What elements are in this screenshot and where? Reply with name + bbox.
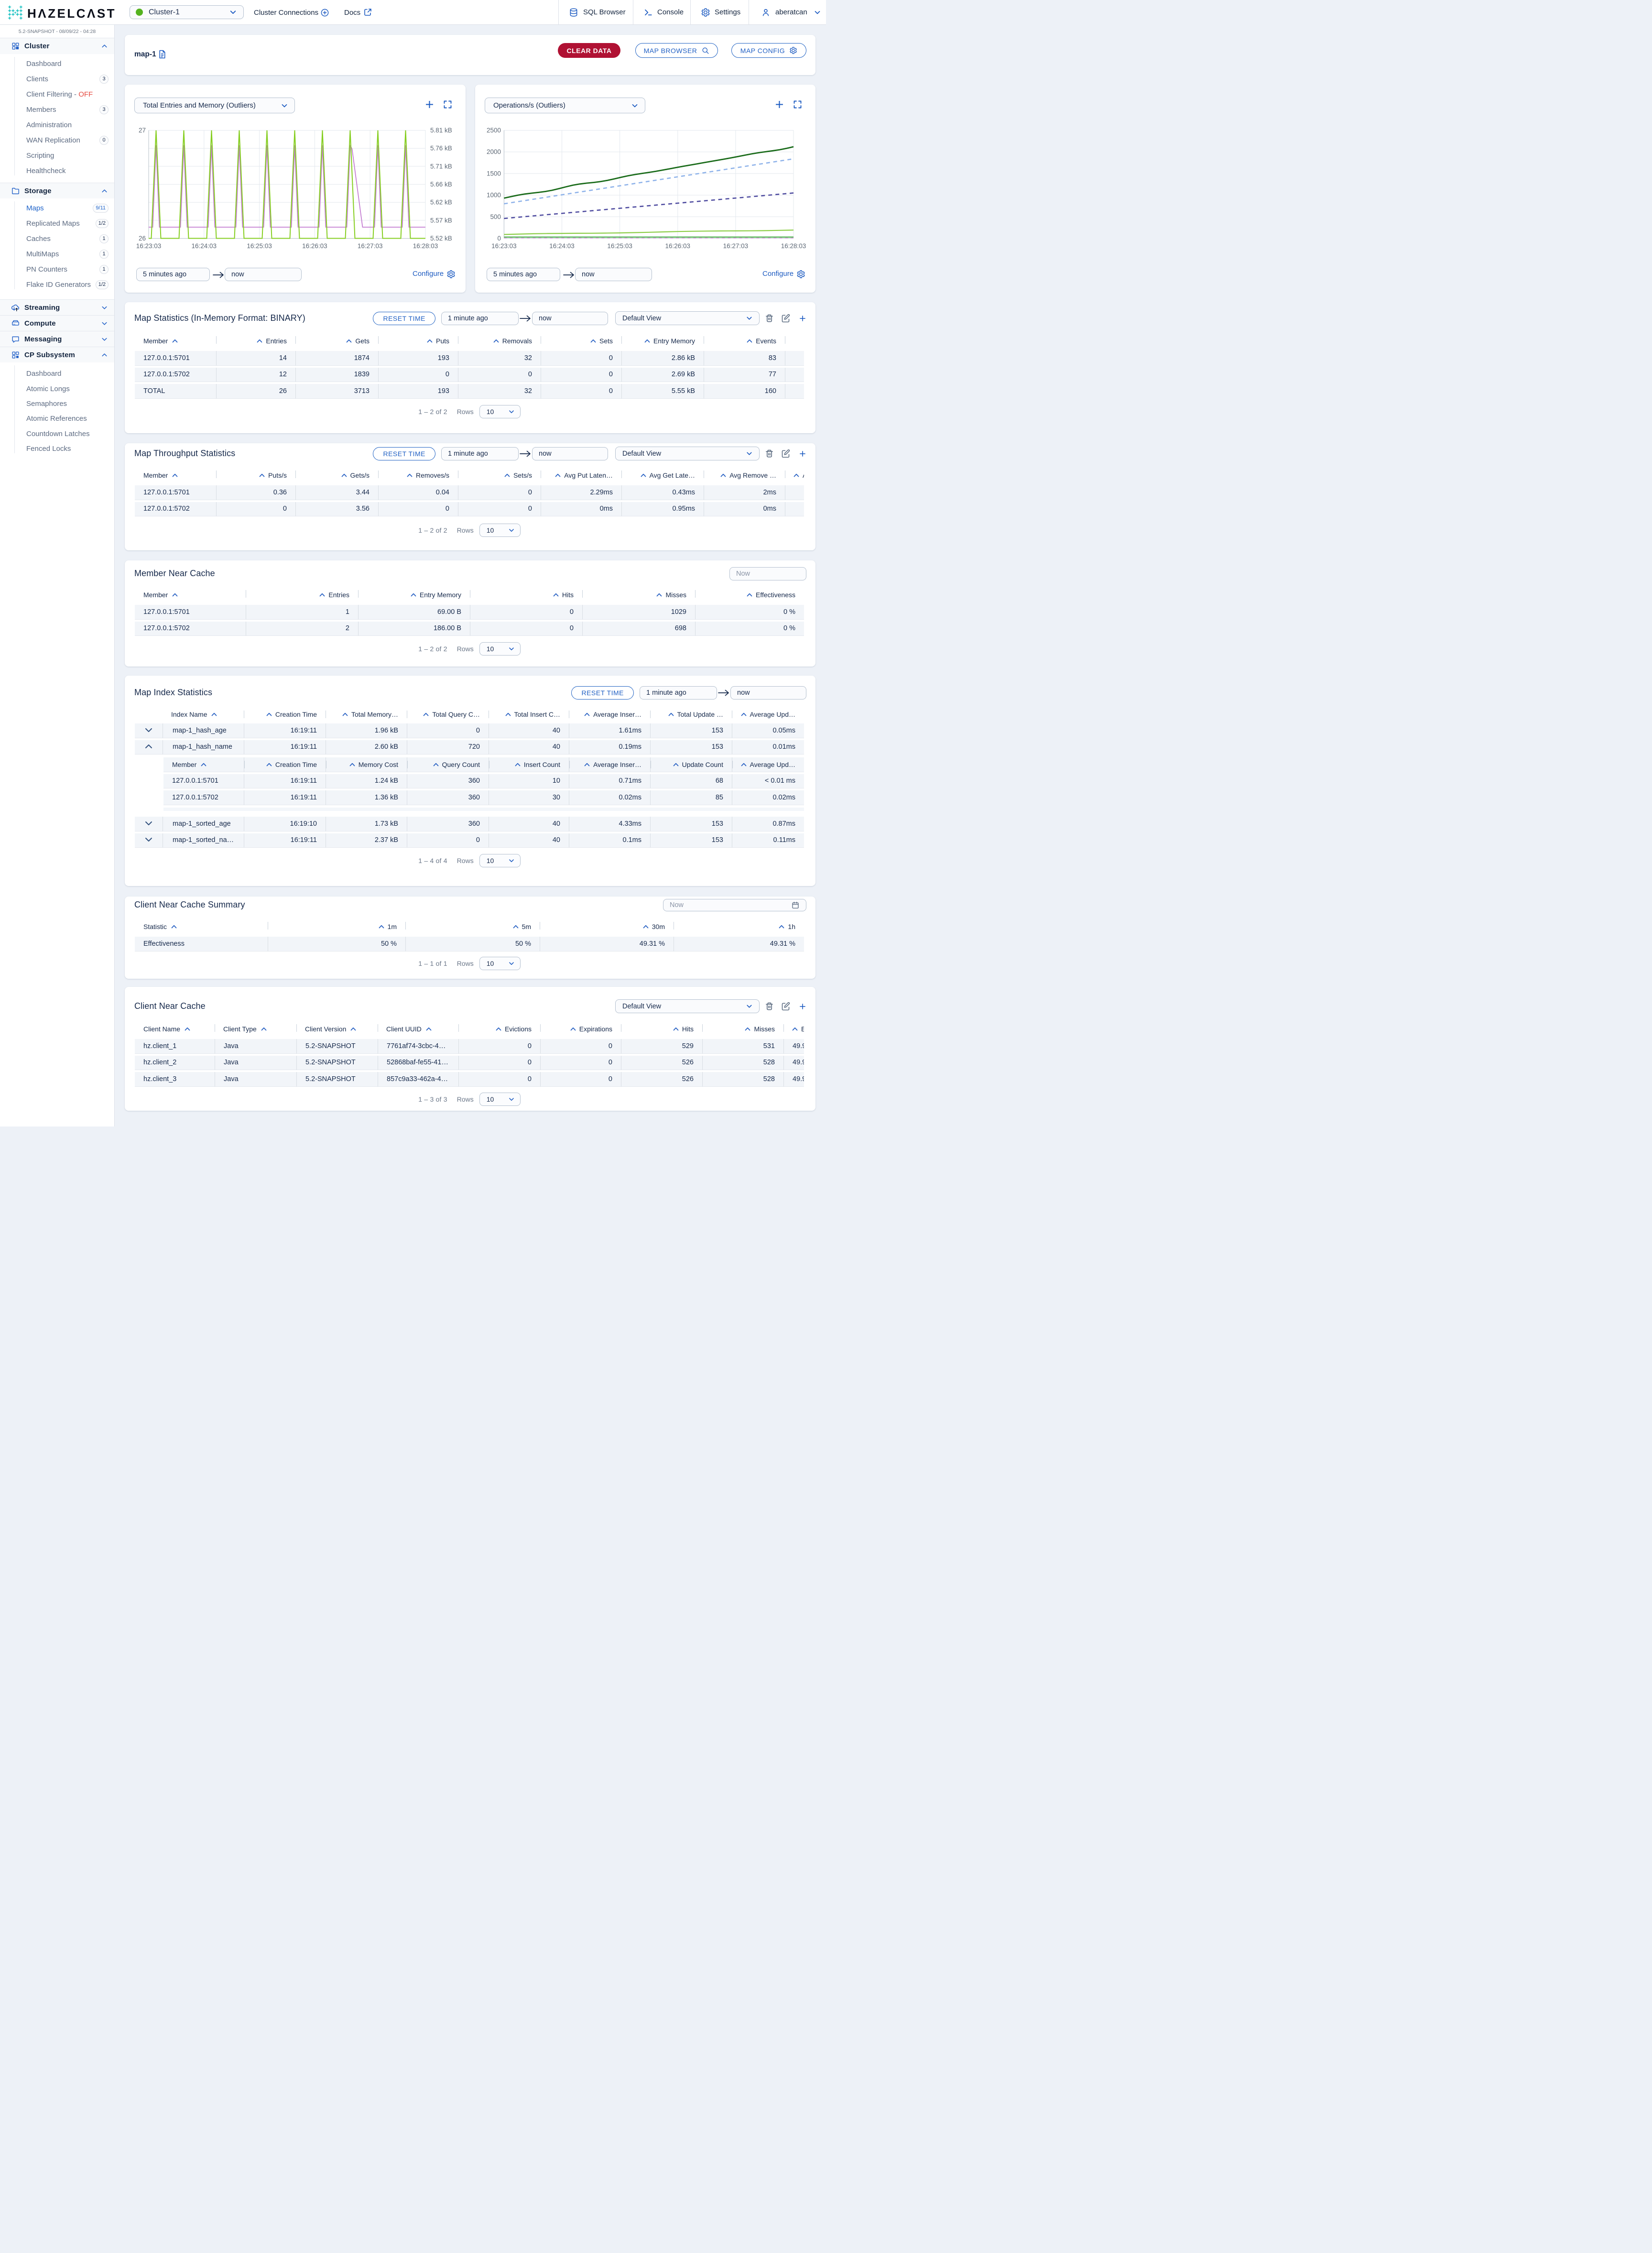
svg-text:16:27:03: 16:27:03 bbox=[723, 242, 749, 250]
svg-text:5.62 kB: 5.62 kB bbox=[430, 199, 452, 206]
svg-text:16:28:03: 16:28:03 bbox=[413, 242, 438, 250]
svg-text:16:23:03: 16:23:03 bbox=[136, 242, 162, 250]
svg-text:5.52 kB: 5.52 kB bbox=[430, 235, 452, 242]
svg-text:0: 0 bbox=[497, 235, 501, 242]
svg-text:5.66 kB: 5.66 kB bbox=[430, 181, 452, 188]
svg-text:27: 27 bbox=[139, 127, 146, 134]
svg-text:16:25:03: 16:25:03 bbox=[607, 242, 632, 250]
svg-text:5.71 kB: 5.71 kB bbox=[430, 163, 452, 170]
svg-text:2000: 2000 bbox=[487, 148, 501, 155]
svg-text:1500: 1500 bbox=[487, 170, 501, 177]
svg-text:5.57 kB: 5.57 kB bbox=[430, 217, 452, 224]
svg-text:2500: 2500 bbox=[487, 127, 501, 134]
svg-text:16:23:03: 16:23:03 bbox=[491, 242, 517, 250]
svg-text:1000: 1000 bbox=[487, 192, 501, 199]
svg-text:16:27:03: 16:27:03 bbox=[358, 242, 383, 250]
svg-text:16:26:03: 16:26:03 bbox=[302, 242, 327, 250]
svg-text:26: 26 bbox=[139, 235, 146, 242]
svg-text:16:28:03: 16:28:03 bbox=[781, 242, 806, 250]
svg-text:16:25:03: 16:25:03 bbox=[247, 242, 272, 250]
svg-text:16:26:03: 16:26:03 bbox=[665, 242, 691, 250]
svg-text:16:24:03: 16:24:03 bbox=[549, 242, 575, 250]
svg-text:5.81 kB: 5.81 kB bbox=[430, 127, 452, 134]
svg-text:500: 500 bbox=[490, 213, 501, 220]
svg-text:16:24:03: 16:24:03 bbox=[192, 242, 217, 250]
svg-text:5.76 kB: 5.76 kB bbox=[430, 145, 452, 152]
